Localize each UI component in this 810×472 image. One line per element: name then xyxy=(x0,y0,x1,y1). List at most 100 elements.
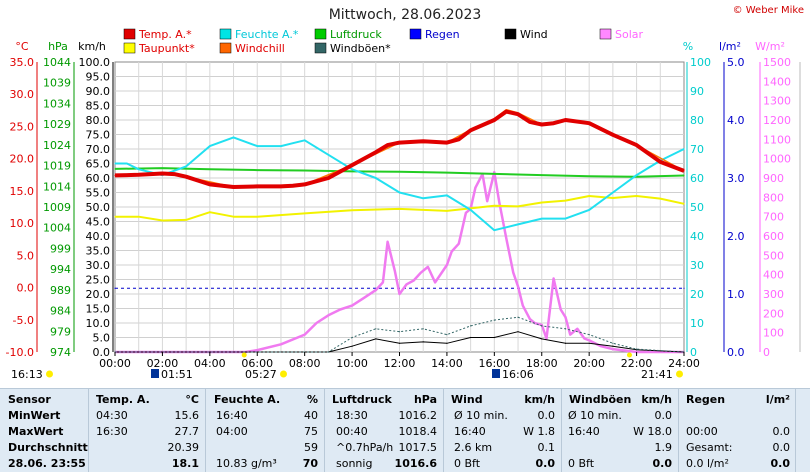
right-axis-tick: 3.0 xyxy=(727,172,745,185)
data-point xyxy=(304,183,306,185)
right-axis-tick: 2.0 xyxy=(727,230,745,243)
data-point xyxy=(517,285,519,287)
data-point xyxy=(327,314,329,316)
left-axis-tick: 25.0 xyxy=(86,274,111,287)
table-cell: 27.7 xyxy=(174,425,200,438)
table-cell: 0 Bft xyxy=(454,457,481,470)
table-cell: W 18.0 xyxy=(633,425,672,438)
table-header-cell: l/m² xyxy=(765,393,790,406)
data-point xyxy=(446,210,448,212)
left-axis-tick: 984 xyxy=(50,305,71,318)
data-point xyxy=(280,145,282,147)
data-point xyxy=(600,345,602,347)
right-axis-tick: 20 xyxy=(690,288,704,301)
data-point xyxy=(493,173,495,175)
chart-legend: Temp. A.* Feuchte A.* Luftdruck Regen Wind So… xyxy=(123,28,644,55)
chart-grid xyxy=(114,61,685,353)
left-axis-tick: 35.0 xyxy=(86,245,111,258)
table-header-cell: km/h xyxy=(524,393,555,406)
data-point xyxy=(470,129,472,131)
x-tick-label: 02:00 xyxy=(147,357,179,370)
data-point xyxy=(406,283,408,285)
table-cell: 0.1 xyxy=(537,441,556,454)
data-point xyxy=(446,142,448,144)
data-point xyxy=(398,208,401,210)
legend-swatch xyxy=(314,42,327,54)
data-point xyxy=(612,348,614,350)
data-point xyxy=(351,168,353,170)
left-axis-tick: 85.0 xyxy=(86,100,111,113)
data-point xyxy=(564,200,567,202)
data-point xyxy=(505,237,507,239)
table-cell: 0.0 xyxy=(772,441,791,454)
data-point xyxy=(659,198,661,200)
data-point xyxy=(304,334,306,336)
data-point xyxy=(493,171,495,173)
left-axis-tick: 40.0 xyxy=(86,230,111,243)
data-point xyxy=(612,134,614,136)
data-point xyxy=(541,174,543,176)
left-axis-tick: 979 xyxy=(50,325,71,338)
data-point xyxy=(351,305,353,307)
table-cell: 1016.6 xyxy=(394,457,437,470)
data-point xyxy=(588,339,590,341)
left-axis-tick: 55.0 xyxy=(86,187,111,200)
x-tick-label: 12:00 xyxy=(384,357,416,370)
data-point xyxy=(451,250,453,253)
chart-series xyxy=(114,108,685,354)
x-tick-label: 10:00 xyxy=(336,357,368,370)
table-header-cell: Wind xyxy=(451,393,483,406)
data-point xyxy=(114,168,116,170)
left-axis-tick: 25.0 xyxy=(10,120,35,133)
data-point xyxy=(446,194,448,196)
right-axis-tick: 200 xyxy=(763,307,784,320)
sun-marker-icon xyxy=(241,352,247,358)
right-axis-tick: 60 xyxy=(690,172,704,185)
table-cell: 0.0 xyxy=(772,425,791,438)
right-axis-tick: 400 xyxy=(763,269,784,282)
data-point xyxy=(588,195,590,197)
left-axis-tick: 1029 xyxy=(43,118,71,131)
table-cell: 0.0 l/m² xyxy=(686,457,729,470)
data-point xyxy=(683,170,685,172)
data-point xyxy=(138,168,140,170)
data-point xyxy=(398,293,401,295)
data-point xyxy=(612,197,614,199)
series-line-windb-en xyxy=(115,316,685,353)
data-point xyxy=(363,297,365,299)
data-point xyxy=(126,162,128,165)
left-axis-tick: 1009 xyxy=(43,201,71,214)
sun-marker-icon xyxy=(626,352,632,358)
table-row-label: MinWert xyxy=(8,409,61,422)
data-point xyxy=(185,176,187,178)
x-tick-label: 08:00 xyxy=(289,357,321,370)
data-point xyxy=(304,212,306,214)
data-point xyxy=(458,138,460,140)
table-row-label: 28.06. 23:55 xyxy=(8,457,86,470)
right-axis-tick: 1400 xyxy=(763,75,791,88)
data-point xyxy=(683,148,685,150)
data-point xyxy=(553,122,555,124)
legend-swatch xyxy=(219,28,232,40)
data-point xyxy=(541,325,543,327)
table-cell: 0.0 xyxy=(535,457,556,470)
x-tick-label: 22:00 xyxy=(621,357,653,370)
left-axis-tick: 0.0 xyxy=(93,346,111,359)
left-axis-tick: 80.0 xyxy=(86,114,111,127)
table-cell: W 1.8 xyxy=(523,425,555,438)
data-point xyxy=(427,266,429,268)
data-point xyxy=(529,121,531,123)
data-point xyxy=(161,172,163,175)
data-point xyxy=(138,216,140,218)
data-point xyxy=(636,174,638,176)
table-cell: Ø 10 min. xyxy=(454,409,508,422)
data-point xyxy=(209,183,211,185)
left-axis-tick: 15.0 xyxy=(10,185,35,198)
data-point xyxy=(541,338,543,340)
table-cell: 0.0 xyxy=(654,409,673,422)
left-axis-unit: hPa xyxy=(48,40,68,53)
table-header-cell: Regen xyxy=(686,393,726,406)
right-axis-tick: 10 xyxy=(690,317,704,330)
data-point xyxy=(351,170,353,172)
right-axis-tick: 1300 xyxy=(763,95,791,108)
